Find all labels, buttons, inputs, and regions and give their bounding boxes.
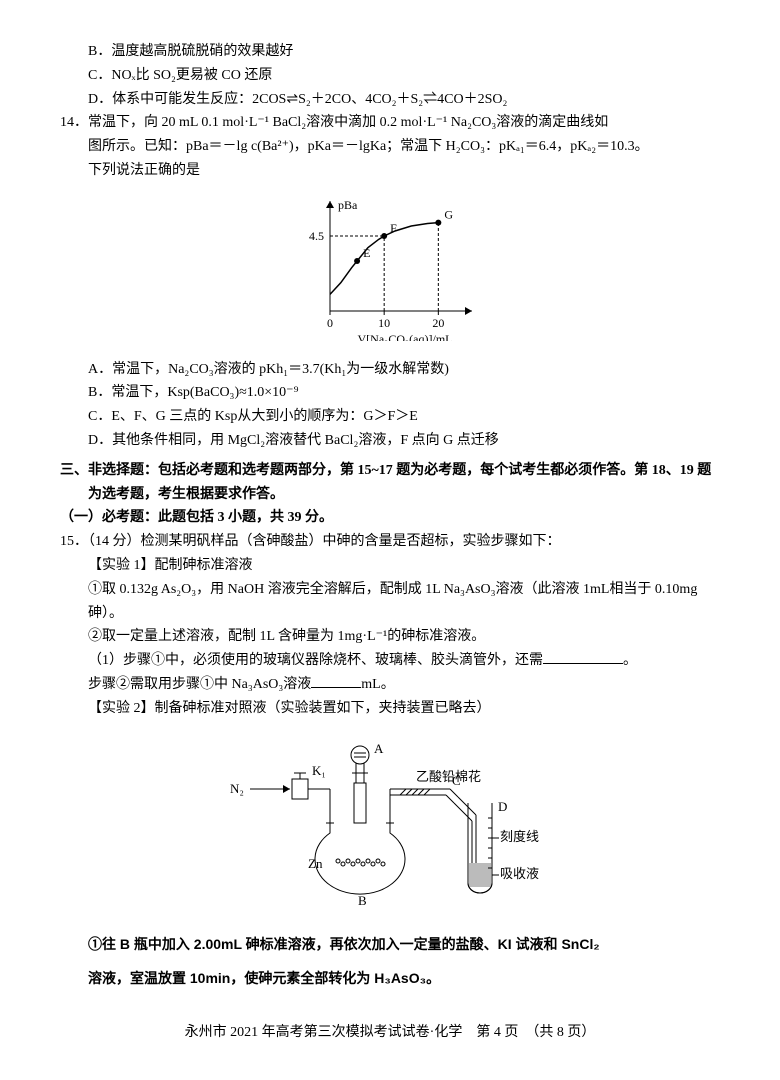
- q15-step2: ②取一定量上述溶液，配制 1L 含砷量为 1mg·L⁻¹的砷标准溶液。: [60, 625, 720, 649]
- svg-text:K₁: K₁: [312, 763, 326, 778]
- svg-text:吸收液: 吸收液: [500, 866, 539, 881]
- q14-stem-1: 14．常温下，向 20 mL 0.1 mol·L⁻¹ BaCl₂溶液中滴加 0.…: [60, 111, 720, 135]
- svg-text:B: B: [358, 893, 367, 908]
- svg-text:0: 0: [327, 316, 333, 330]
- svg-text:F: F: [390, 221, 397, 235]
- svg-text:刻度线: 刻度线: [500, 829, 539, 844]
- q13-option-b: B．温度越高脱硫脱硝的效果越好: [74, 40, 720, 64]
- svg-text:V[Na₂CO₃(aq)]/mL: V[Na₂CO₃(aq)]/mL: [357, 332, 452, 341]
- svg-text:20: 20: [432, 316, 444, 330]
- q15-blank2-pre: 步骤②需取用步骤①中 Na₃AsO₃溶液: [88, 677, 311, 692]
- q15-blank1-line: （1）步骤①中，必须使用的玻璃仪器除烧杯、玻璃棒、胶头滴管外，还需 。: [60, 649, 720, 673]
- q15-blank2-post: mL。: [361, 677, 394, 692]
- q14-stem-3: 下列说法正确的是: [60, 159, 720, 183]
- page-footer: 永州市 2021 年高考第三次模拟考试试卷·化学 第 4 页 （共 8 页）: [60, 1021, 720, 1045]
- svg-text:N₂: N₂: [230, 781, 244, 796]
- svg-text:C: C: [452, 773, 461, 788]
- q14-option-d: D．其他条件相同，用 MgCl₂溶液替代 BaCl₂溶液，F 点向 G 点迁移: [74, 429, 720, 453]
- q15-stem: 15．（14 分）检测某明矾样品（含砷酸盐）中砷的含量是否超标，实验步骤如下：: [60, 530, 720, 554]
- q14-option-a: A．常温下，Na₂CO₃溶液的 pKh₁＝3.7(Kh₁为一级水解常数): [74, 358, 720, 382]
- q15-after1: ①往 B 瓶中加入 2.00mL 砷标准溶液，再依次加入一定量的盐酸、KI 试液…: [60, 933, 720, 957]
- svg-text:D: D: [498, 799, 507, 814]
- svg-text:4.5: 4.5: [309, 229, 324, 243]
- svg-text:Zn: Zn: [308, 856, 323, 871]
- q13-option-c: C．NOₓ比 SO₂更易被 CO 还原: [74, 64, 720, 88]
- q15-blank2-line: 步骤②需取用步骤①中 Na₃AsO₃溶液 mL。: [60, 673, 720, 697]
- q15-step1: ①取 0.132g As₂O₃，用 NaOH 溶液完全溶解后，配制成 1L Na…: [60, 578, 720, 626]
- svg-text:G: G: [444, 207, 453, 221]
- q14-option-c: C．E、F、G 三点的 Ksp从大到小的顺序为：G＞F＞E: [74, 405, 720, 429]
- svg-text:pBa: pBa: [338, 198, 358, 212]
- q15-blank1-pre: （1）步骤①中，必须使用的玻璃仪器除烧杯、玻璃棒、胶头滴管外，还需: [88, 653, 543, 668]
- q15-exp1-title: 【实验 1】配制砷标准溶液: [60, 554, 720, 578]
- q15-exp2-title: 【实验 2】制备砷标准对照液（实验装置如下，夹持装置已略去）: [60, 697, 720, 721]
- fill-blank-2[interactable]: [311, 673, 361, 688]
- q15-diagram: N₂ K₁ A 乙酸铅棉花C D 刻度线吸收液 Zn B: [60, 733, 720, 922]
- svg-text:E: E: [363, 246, 370, 260]
- svg-text:A: A: [374, 741, 384, 756]
- svg-text:10: 10: [378, 316, 390, 330]
- svg-text:乙酸铅棉花: 乙酸铅棉花: [416, 769, 481, 784]
- section3-sub: （一）必考题：此题包括 3 小题，共 39 分。: [60, 506, 720, 530]
- q15-after2: 溶液，室温放置 10min，使砷元素全部转化为 H₃AsO₃。: [60, 967, 720, 991]
- section3-heading: 三、非选择题：包括必考题和选考题两部分，第 15~17 题为必考题，每个试考生都…: [60, 459, 720, 507]
- q14-chart: 0 10 20 4.5 E F GpBa V[Na₂CO₃(aq)]/mL: [60, 191, 720, 350]
- q15-blank1-post: 。: [623, 653, 637, 668]
- q14-option-b: B．常温下，Ksp(BaCO₃)≈1.0×10⁻⁹: [74, 381, 720, 405]
- q13-option-d: D．体系中可能发生反应：2COS⇌S₂＋2CO、4CO₂＋S₂⇌4CO＋2SO₂: [74, 88, 720, 112]
- fill-blank-1[interactable]: [543, 649, 623, 664]
- q14-stem-2: 图所示。已知：pBa＝－lg c(Ba²⁺)，pKa＝－lgKa；常温下 H₂C…: [60, 135, 720, 159]
